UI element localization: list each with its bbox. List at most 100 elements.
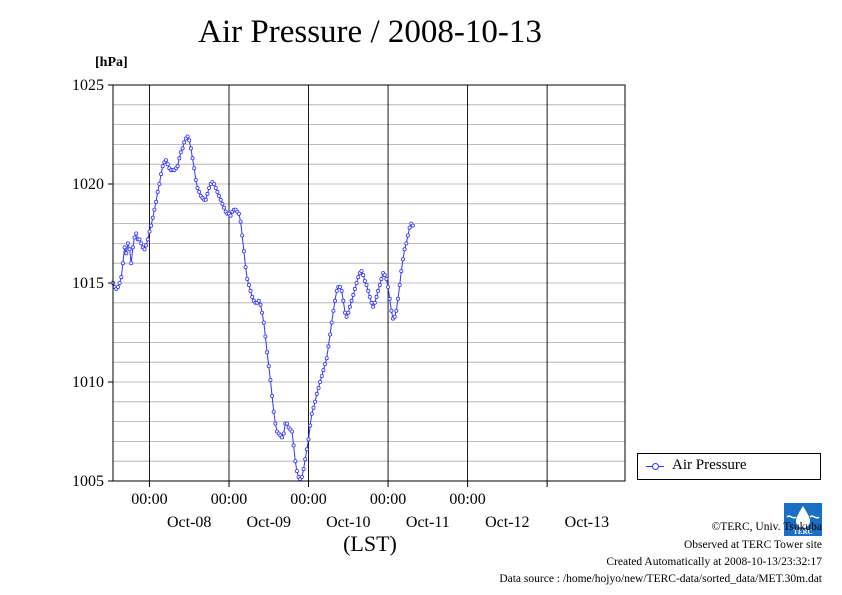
- data-point: [150, 215, 155, 220]
- data-point: [402, 247, 407, 252]
- data-point: [265, 350, 270, 355]
- observation-site-text: Observed at TERC Tower site: [683, 539, 822, 551]
- x-day-label: Oct-10: [326, 514, 370, 531]
- data-point: [134, 231, 139, 236]
- data-point: [258, 302, 263, 307]
- data-point: [163, 158, 168, 163]
- data-point: [261, 320, 266, 325]
- y-tick-label: 1025: [72, 77, 104, 94]
- data-source-text: Data source : /home/hojyo/new/TERC-data/…: [499, 573, 822, 585]
- data-point: [240, 233, 245, 238]
- y-axis-ticks: 1005 1010 1015 1020 1025: [72, 77, 113, 490]
- data-point: [351, 292, 356, 297]
- data-point: [238, 219, 243, 224]
- data-point: [266, 364, 271, 369]
- x-tick-time-label: 00:00: [449, 491, 485, 508]
- data-point: [303, 457, 308, 462]
- data-point: [326, 344, 331, 349]
- data-point: [144, 243, 149, 248]
- data-point: [361, 273, 366, 278]
- data-point: [268, 377, 273, 382]
- data-point: [246, 282, 251, 287]
- data-point: [190, 156, 195, 161]
- creation-time-text: Created Automatically at 2008-10-13/23:3…: [606, 556, 822, 568]
- data-point: [220, 201, 225, 206]
- data-point: [120, 261, 125, 266]
- data-point: [392, 314, 397, 319]
- data-point: [241, 249, 246, 254]
- data-point: [306, 437, 311, 442]
- data-point: [316, 385, 321, 390]
- data-point: [180, 146, 185, 151]
- data-point: [374, 294, 379, 299]
- data-point: [127, 247, 132, 252]
- data-point: [132, 235, 137, 240]
- data-point: [263, 334, 268, 339]
- data-point: [207, 185, 212, 190]
- data-point: [324, 356, 329, 361]
- data-point: [377, 282, 382, 287]
- data-point: [337, 284, 342, 289]
- data-point: [407, 225, 412, 230]
- data-point: [366, 288, 371, 293]
- x-day-label: Oct-12: [485, 514, 529, 531]
- terc-logo: TERC: [784, 503, 822, 536]
- data-point: [314, 391, 319, 396]
- data-point: [394, 308, 399, 313]
- data-point: [346, 310, 351, 315]
- data-point: [386, 284, 391, 289]
- data-point: [129, 261, 134, 266]
- plot-frame: [112, 84, 626, 482]
- data-point: [397, 282, 402, 287]
- data-point: [125, 241, 130, 246]
- data-point: [339, 288, 344, 293]
- legend-dot-marker: [652, 463, 659, 470]
- x-axis-label: (LST): [343, 531, 397, 556]
- data-point: [165, 162, 170, 167]
- data-point: [215, 189, 220, 194]
- data-point: [248, 288, 253, 293]
- data-point: [308, 423, 313, 428]
- data-point: [130, 245, 135, 250]
- data-point: [309, 411, 314, 416]
- data-point: [323, 362, 328, 367]
- data-point: [284, 421, 289, 426]
- data-point: [159, 172, 164, 177]
- data-point: [304, 447, 309, 452]
- data-point: [341, 298, 346, 303]
- data-point: [212, 181, 217, 186]
- data-point: [356, 275, 361, 280]
- data-point: [332, 298, 337, 303]
- data-point: [399, 269, 404, 274]
- data-point: [329, 320, 334, 325]
- data-point: [271, 409, 276, 414]
- data-point: [205, 191, 210, 196]
- data-point: [182, 140, 187, 145]
- chart-title: Air Pressure / 2008-10-13: [198, 14, 542, 50]
- x-tick-time-label: 00:00: [211, 491, 247, 508]
- data-point: [178, 150, 183, 155]
- data-point: [273, 421, 278, 426]
- data-point: [117, 280, 122, 285]
- data-point: [376, 288, 381, 293]
- data-point: [384, 276, 389, 281]
- data-point: [372, 300, 377, 305]
- data-point: [349, 298, 354, 303]
- data-point: [250, 294, 255, 299]
- data-point: [347, 304, 352, 309]
- data-point: [142, 247, 147, 252]
- copyright-text: ©TERC, Univ. Tsukuba: [711, 521, 822, 533]
- data-point: [369, 300, 374, 305]
- x-tick-time-label: 00:00: [131, 491, 167, 508]
- data-point: [177, 156, 182, 161]
- data-point: [195, 185, 200, 190]
- data-point: [137, 237, 142, 242]
- data-point: [289, 429, 294, 434]
- data-point: [116, 284, 121, 289]
- data-point: [256, 298, 261, 303]
- data-point: [387, 296, 392, 301]
- data-point: [236, 211, 241, 216]
- data-point: [354, 280, 359, 285]
- data-point: [175, 164, 180, 169]
